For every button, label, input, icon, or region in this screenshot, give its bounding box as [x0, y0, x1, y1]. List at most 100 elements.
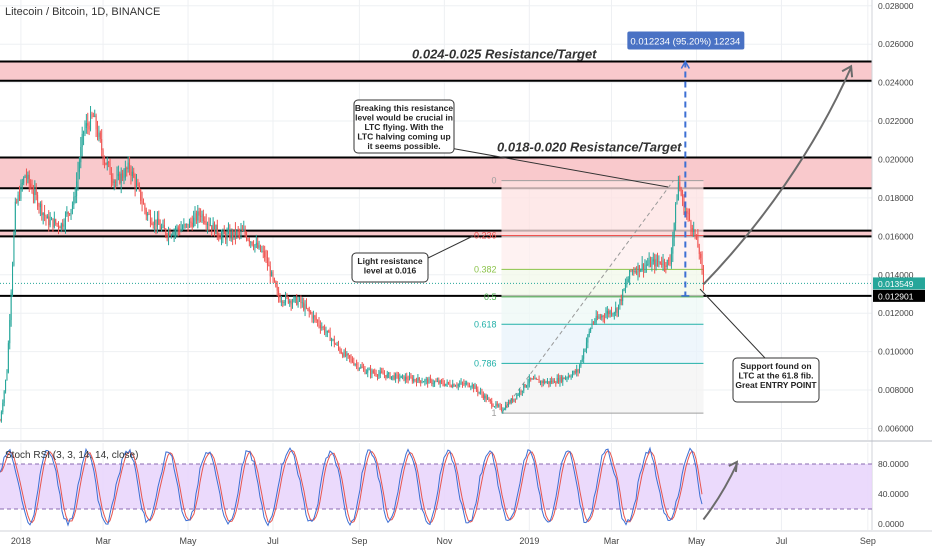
candle-body: [541, 381, 543, 383]
fib-level-label: 0: [491, 176, 496, 186]
time-tick-label: Nov: [436, 536, 453, 546]
candle-body: [524, 384, 526, 387]
candle-body: [498, 405, 500, 407]
candle-body: [180, 228, 182, 232]
candle-body: [7, 343, 9, 373]
candle-body: [80, 147, 82, 163]
candle-body: [173, 231, 175, 235]
candle-body: [604, 316, 606, 318]
fib-level-label: 0.786: [474, 358, 497, 368]
candle-body: [324, 327, 326, 333]
candle-body: [358, 368, 360, 369]
time-tick-label: 2018: [11, 536, 31, 546]
candle-body: [624, 284, 626, 289]
candle-body: [351, 358, 353, 363]
candle-body: [211, 225, 213, 230]
candle-body: [377, 375, 378, 377]
candle-body: [503, 408, 505, 410]
measure-label: 0.012234 (95.20%) 12234: [630, 36, 740, 47]
candle-body: [595, 316, 597, 322]
candle-body: [74, 196, 76, 197]
candle-body: [623, 288, 625, 291]
candle-body: [190, 221, 192, 223]
candle-body: [590, 328, 592, 332]
candle-body: [693, 229, 695, 232]
fib-level-label: 0.236: [474, 230, 497, 240]
candle-body: [467, 382, 469, 387]
candle-body: [580, 360, 582, 367]
candle-body: [347, 353, 349, 356]
candle-body: [84, 127, 86, 132]
candle-body: [140, 189, 142, 202]
candle-body: [507, 401, 509, 407]
candle-body: [120, 173, 122, 184]
candle-body: [431, 379, 433, 384]
projection-arrow: [702, 66, 853, 286]
candle-body: [273, 278, 275, 282]
candle-body: [434, 381, 436, 384]
candle-body: [318, 321, 320, 326]
candle-body: [269, 266, 271, 277]
candle-body: [204, 221, 206, 223]
time-tick-label: Mar: [95, 536, 111, 546]
candle-body: [41, 203, 43, 216]
candle-body: [60, 223, 62, 229]
candle-body: [477, 389, 479, 393]
candle-body: [591, 322, 593, 329]
price-axis: 0.006000 0.008000 0.010000 0.012000 0.014000…: [871, 0, 925, 530]
candle-body: [296, 296, 298, 305]
candle-body: [665, 265, 667, 267]
candle-body: [186, 223, 188, 225]
candle-body: [654, 259, 656, 267]
candle-body: [271, 272, 273, 277]
candle-body: [367, 369, 369, 373]
candle-body: [645, 264, 647, 266]
candle-body: [474, 385, 476, 389]
candle-body: [326, 330, 328, 333]
candle-body: [19, 194, 20, 199]
candle-body: [197, 211, 199, 221]
candle-body: [175, 230, 177, 232]
candle-body: [333, 339, 335, 345]
candle-body: [694, 229, 696, 237]
candle-body: [346, 353, 348, 356]
candle-body: [574, 371, 576, 373]
candle-body: [70, 209, 72, 215]
candle-body: [478, 392, 480, 393]
candle-body: [234, 229, 236, 236]
candle-body: [25, 175, 27, 179]
candle-body: [622, 290, 624, 302]
candle-body: [611, 310, 613, 315]
candle-body: [31, 186, 33, 193]
candle-body: [236, 230, 238, 236]
candle-body: [482, 394, 484, 399]
candle-body: [223, 231, 225, 235]
candle-body: [170, 234, 172, 236]
candle-body: [103, 159, 105, 163]
candle-body: [39, 203, 41, 208]
candle-body: [573, 371, 575, 374]
candle-body: [509, 401, 511, 404]
candle-body: [548, 381, 550, 384]
resistance-zone: [0, 230, 872, 237]
candle-body: [420, 380, 422, 383]
candle-body: [648, 259, 650, 265]
time-tick-label: May: [180, 536, 198, 546]
candle-body: [375, 373, 377, 376]
candle-body: [365, 372, 367, 374]
candle-body: [686, 210, 688, 213]
rsi-arrowhead: [728, 460, 739, 473]
fib-level-label: 1: [491, 408, 496, 418]
candle-body: [613, 312, 615, 314]
candle-body: [546, 381, 548, 383]
candle-body: [123, 177, 125, 179]
measure-arrowhead: [680, 59, 690, 69]
candle-body: [9, 319, 11, 344]
candle-body: [124, 167, 126, 178]
candle-body: [10, 292, 12, 320]
candle-body: [116, 176, 118, 183]
candle-body: [35, 189, 37, 195]
candle-body: [521, 390, 523, 393]
time-tick-label: Mar: [604, 536, 620, 546]
candle-body: [117, 173, 119, 177]
